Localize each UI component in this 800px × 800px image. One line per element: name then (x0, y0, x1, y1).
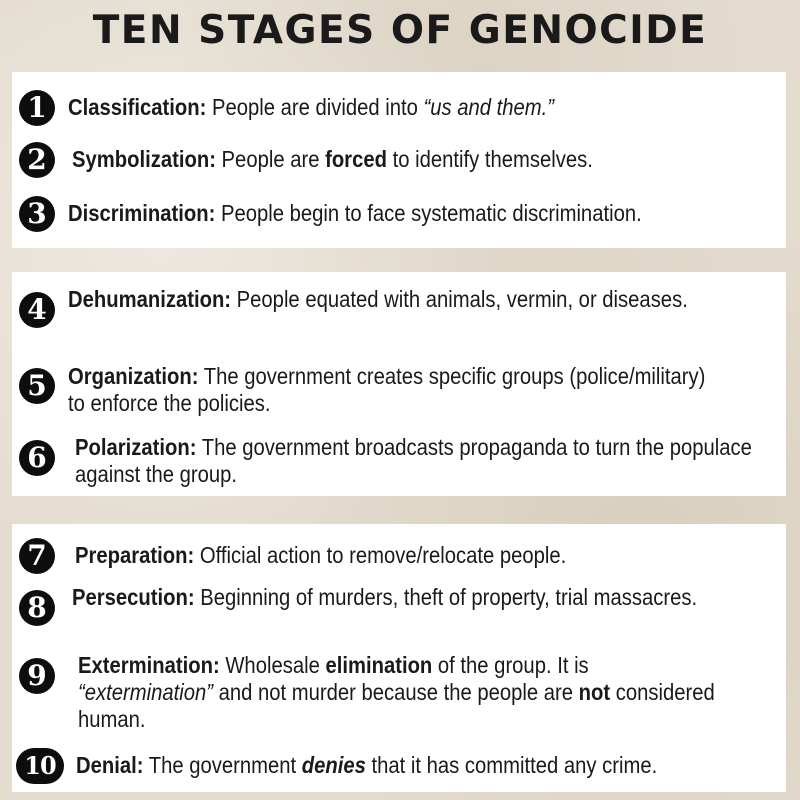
stage-description-segment: Wholesale (219, 652, 326, 678)
stage-description-segment: Beginning of murders, theft of property,… (194, 584, 698, 610)
stage-text: Classification: People are divided into … (68, 94, 763, 121)
stage-number-badge: 2 (19, 142, 55, 178)
stage-description-segment: of the group. It is (432, 652, 589, 678)
stage-text: Preparation: Official action to remove/r… (75, 542, 770, 569)
stage-description-segment: “extermination” (78, 679, 213, 705)
stage-description-segment: People equated with animals, vermin, or … (231, 286, 688, 312)
stage-number-badge: 5 (19, 368, 55, 404)
stage-description-segment: denies (301, 752, 366, 778)
stage-term: Persecution: (72, 584, 195, 610)
stage-text: Symbolization: People are forced to iden… (72, 146, 767, 173)
stage-description-segment: that it has committed any crime. (365, 752, 658, 778)
stage-description-segment: elimination (325, 652, 433, 678)
stage-number-badge: 4 (19, 292, 55, 328)
stage-description-segment: “us and them.” (423, 94, 555, 120)
stage-text: Denial: The government denies that it ha… (76, 752, 780, 779)
stage-text: Dehumanization: People equated with anim… (68, 286, 715, 313)
stage-number-badge: 3 (19, 196, 55, 232)
stage-description-segment: The government broadcasts propaganda to … (75, 434, 752, 487)
stage-term: Preparation: (75, 542, 195, 568)
stage-term: Organization: (68, 363, 199, 389)
stage-term: Polarization: (75, 434, 197, 460)
stage-description-segment: Official action to remove/relocate peopl… (194, 542, 567, 568)
stage-number-badge: 6 (19, 440, 55, 476)
stage-text: Discrimination: People begin to face sys… (68, 200, 763, 227)
stage-description-segment: People begin to face systematic discrimi… (215, 200, 642, 226)
stage-description-segment: The government (143, 752, 302, 778)
stage-term: Denial: (76, 752, 144, 778)
stage-description-segment: and not murder because the people are (212, 679, 579, 705)
stage-text: Extermination: Wholesale elimination of … (78, 652, 720, 733)
stage-number-badge: 10 (16, 748, 64, 784)
stage-number-badge: 8 (19, 590, 55, 626)
stages-panel-3: 7 Preparation: Official action to remove… (12, 524, 786, 792)
stages-panel-2: 4 Dehumanization: People equated with an… (12, 272, 786, 496)
stage-term: Symbolization: (72, 146, 216, 172)
stage-term: Dehumanization: (68, 286, 232, 312)
stage-description-segment: The government creates specific groups (… (68, 363, 706, 416)
stage-text: Persecution: Beginning of murders, theft… (72, 584, 714, 611)
stage-text: Polarization: The government broadcasts … (75, 434, 761, 488)
stage-description-segment: considered human. (78, 679, 715, 732)
stage-number-badge: 7 (19, 538, 55, 574)
stage-text: Organization: The government creates spe… (68, 363, 715, 417)
stage-number-badge: 9 (19, 658, 55, 694)
stage-description-segment: not (578, 679, 611, 705)
stage-description-segment: People are (215, 146, 326, 172)
stage-term: Classification: (68, 94, 207, 120)
stage-description-segment: People are divided into (206, 94, 424, 120)
stage-term: Discrimination: (68, 200, 216, 226)
stage-description-segment: to identify themselves. (386, 146, 593, 172)
stage-number-badge: 1 (19, 90, 55, 126)
stage-term: Extermination: (78, 652, 220, 678)
page-title: TEN STAGES OF GENOCIDE (92, 8, 708, 53)
stages-panel-1: 1 Classification: People are divided int… (12, 72, 786, 248)
stage-description-segment: forced (325, 146, 387, 172)
